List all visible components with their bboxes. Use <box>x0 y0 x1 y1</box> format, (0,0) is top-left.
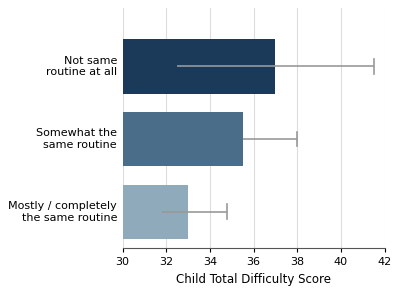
Bar <box>123 39 276 94</box>
Bar <box>123 185 188 239</box>
Bar <box>123 112 243 166</box>
X-axis label: Child Total Difficulty Score: Child Total Difficulty Score <box>176 273 331 286</box>
